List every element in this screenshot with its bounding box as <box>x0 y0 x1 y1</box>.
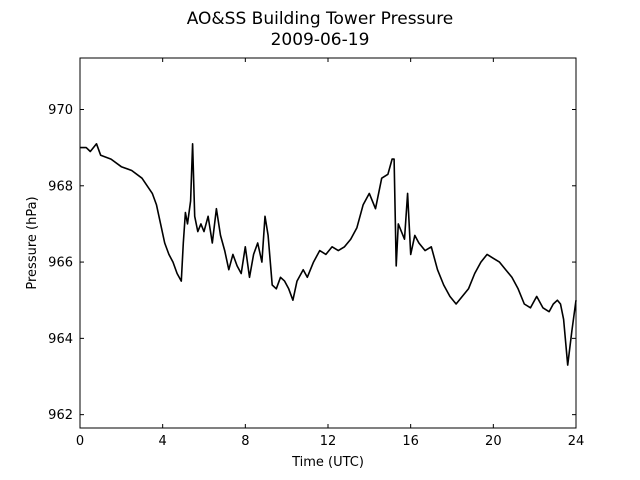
x-tick-label: 0 <box>76 434 84 449</box>
y-axis-label: Pressure (hPa) <box>25 196 40 289</box>
x-tick-label: 12 <box>320 434 337 449</box>
x-tick-label: 24 <box>568 434 585 449</box>
x-axis-ticks: 0 4 8 12 16 20 24 <box>76 58 584 449</box>
y-tick-label: 968 <box>48 179 73 194</box>
x-axis-label: Time (UTC) <box>291 455 364 470</box>
y-axis-ticks: 962 964 966 968 970 <box>48 103 576 423</box>
plot-frame <box>79 57 577 429</box>
series-layer <box>80 143 577 366</box>
chart-title: AO&SS Building Tower Pressure <box>187 9 454 29</box>
y-tick-label: 966 <box>48 256 73 271</box>
y-tick-label: 962 <box>48 408 73 423</box>
x-tick-label: 16 <box>402 434 419 449</box>
x-tick-label: 8 <box>241 434 249 449</box>
y-tick-label: 964 <box>48 332 73 347</box>
x-tick-label: 20 <box>485 434 502 449</box>
y-tick-label: 970 <box>48 103 73 118</box>
plot-area: 0 4 8 12 16 20 24 962 964 966 968 970 <box>48 57 584 449</box>
chart-subtitle: 2009-06-19 <box>271 30 370 50</box>
x-tick-label: 4 <box>159 434 167 449</box>
series-line <box>80 143 577 366</box>
